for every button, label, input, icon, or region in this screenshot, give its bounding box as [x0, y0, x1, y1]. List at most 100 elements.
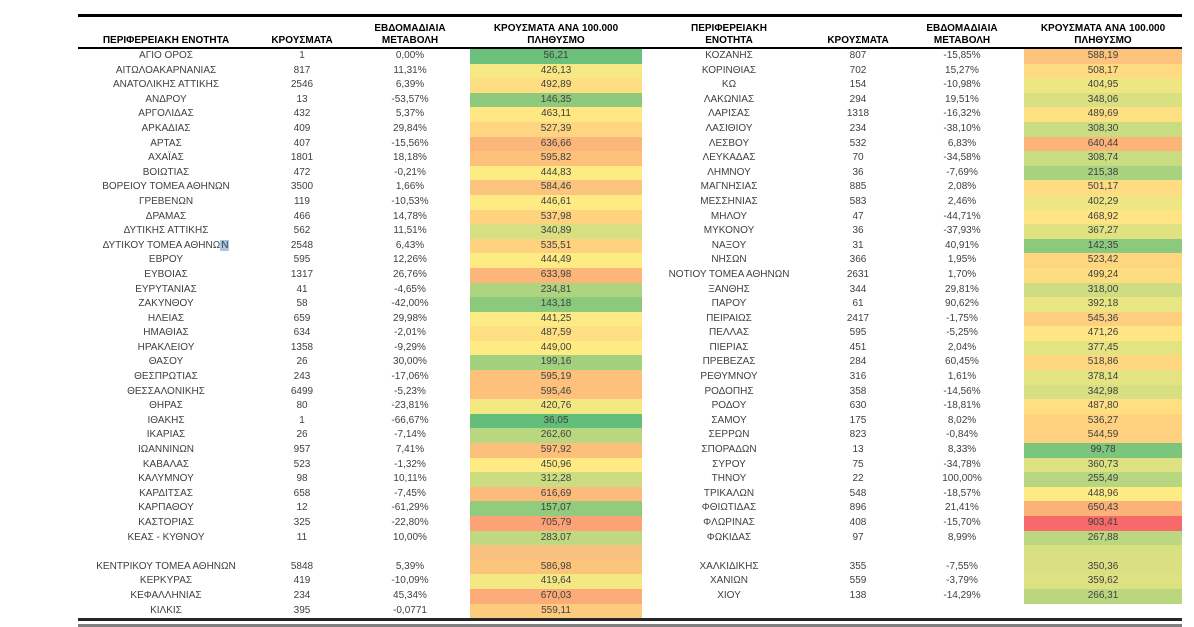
cell-cases[interactable]: 344 [849, 283, 867, 295]
cell-cases[interactable]: 1801 [290, 152, 314, 164]
cell-per-100k[interactable]: 640,44 [1024, 136, 1182, 152]
cell-region[interactable]: ΕΥΒΟΙΑΣ [144, 268, 188, 280]
cell-weekly-change[interactable]: -3,79% [946, 575, 978, 587]
cell-region[interactable]: ΧΑΝΙΩΝ [709, 575, 749, 587]
column-header-per-100k[interactable]: ΚΡΟΥΣΜΑΤΑ ΑΝΑ 100.000 ΠΛΗΘΥΣΜΟ [470, 15, 642, 49]
cell-cases[interactable]: 1 [299, 414, 305, 426]
cell-region[interactable]: ΡΟΔΟΠΗΣ [704, 385, 754, 397]
cell-region[interactable]: ΗΡΑΚΛΕΙΟΥ [137, 341, 195, 353]
cell-per-100k[interactable]: 508,17 [1024, 63, 1182, 79]
cell-per-100k[interactable]: 588,19 [1024, 48, 1182, 64]
cell-region[interactable]: ΝΗΣΩΝ [711, 254, 747, 266]
cell-per-100k[interactable]: 340,89 [470, 224, 642, 239]
cell-region[interactable]: ΚΑΛΥΜΝΟΥ [138, 473, 194, 485]
cell-weekly-change[interactable]: -15,56% [391, 137, 429, 149]
cell-weekly-change[interactable]: -1,75% [946, 312, 978, 324]
cell-weekly-change[interactable]: 12,26% [393, 254, 427, 266]
cell-weekly-change[interactable]: 1,61% [947, 371, 977, 383]
cell-per-100k[interactable]: 215,38 [1024, 165, 1182, 181]
cell-region[interactable]: ΒΟΡΕΙΟΥ ΤΟΜΕΑ ΑΘΗΝΩΝ [102, 181, 230, 193]
cell-cases[interactable] [816, 545, 900, 560]
cell-per-100k[interactable]: 142,35 [1024, 238, 1182, 254]
cell-weekly-change[interactable]: 21,41% [945, 502, 979, 514]
cell-per-100k[interactable]: 360,73 [1024, 457, 1182, 473]
cell-region[interactable] [78, 545, 254, 560]
cell-per-100k[interactable]: 402,29 [1024, 194, 1182, 210]
cell-region[interactable]: ΠΑΡΟΥ [711, 298, 747, 310]
cell-per-100k[interactable]: 492,89 [470, 78, 642, 93]
cell-cases[interactable]: 466 [293, 210, 311, 222]
cell-cases[interactable]: 70 [852, 152, 864, 164]
cell-per-100k[interactable]: 487,59 [470, 326, 642, 341]
cell-weekly-change[interactable]: 29,81% [945, 283, 979, 295]
cell-region[interactable]: ΛΑΣΙΘΙΟΥ [705, 122, 753, 134]
cell-cases[interactable]: 634 [293, 327, 311, 339]
cell-weekly-change[interactable]: -37,93% [943, 225, 981, 237]
cell-region[interactable]: ΛΑΡΙΣΑΣ [708, 108, 750, 120]
cell-region[interactable]: ΕΒΡΟΥ [148, 254, 184, 266]
cell-per-100k[interactable]: 56,21 [470, 48, 642, 64]
cell-weekly-change[interactable]: 6,83% [947, 137, 977, 149]
cell-cases[interactable]: 12 [296, 502, 308, 514]
cell-cases[interactable]: 11 [296, 531, 308, 543]
cell-weekly-change[interactable]: 5,39% [395, 560, 425, 572]
column-header-weekly-change[interactable]: ΕΒΔΟΜΑΔΙΑΙΑ ΜΕΤΑΒΟΛΗ [350, 15, 470, 49]
cell-region[interactable]: ΠΡΕΒΕΖΑΣ [702, 356, 756, 368]
cell-region[interactable]: ΗΛΕΙΑΣ [147, 312, 185, 324]
cell-cases[interactable]: 98 [296, 473, 308, 485]
cell-per-100k[interactable]: 584,46 [470, 180, 642, 195]
cell-per-100k[interactable]: 595,46 [470, 384, 642, 400]
cell-cases[interactable]: 119 [294, 195, 310, 207]
cell-weekly-change[interactable]: 10,11% [393, 473, 427, 485]
cell-per-100k[interactable]: 392,18 [1024, 297, 1182, 312]
cell-cases[interactable]: 451 [849, 341, 867, 353]
cell-cases[interactable] [816, 604, 900, 620]
cell-cases[interactable]: 807 [849, 50, 867, 61]
cell-per-100k[interactable]: 537,98 [470, 209, 642, 225]
cell-region[interactable]: ΝΟΤΙΟΥ ΤΟΜΕΑ ΑΘΗΝΩΝ [668, 268, 790, 280]
cell-cases[interactable]: 316 [849, 371, 867, 383]
cell-per-100k[interactable]: 157,07 [470, 501, 642, 516]
cell-cases[interactable]: 957 [293, 444, 311, 456]
cell-per-100k[interactable]: 595,19 [470, 370, 642, 385]
cell-cases[interactable]: 559 [849, 575, 867, 587]
cell-cases[interactable]: 659 [293, 312, 311, 324]
cell-region[interactable]: ΘΗΡΑΣ [149, 400, 183, 412]
cell-region[interactable]: ΚΟΡΙΝΘΙΑΣ [701, 64, 757, 76]
cell-weekly-change[interactable]: 6,43% [395, 239, 425, 251]
cell-region[interactable]: ΡΕΘΥΜΝΟΥ [700, 371, 758, 383]
cell-per-100k[interactable]: 489,69 [1024, 107, 1182, 122]
cell-region[interactable]: ΙΘΑΚΗΣ [147, 414, 185, 426]
cell-per-100k[interactable]: 318,00 [1024, 282, 1182, 298]
cell-weekly-change[interactable]: 29,84% [393, 122, 427, 134]
cell-region[interactable]: ΔΥΤΙΚΟΥ ΤΟΜΕΑ ΑΘΗΝΩΝ [102, 239, 230, 251]
cell-cases[interactable]: 31 [852, 239, 864, 251]
cell-region[interactable]: ΓΡΕΒΕΝΩΝ [138, 195, 194, 207]
cell-per-100k[interactable]: 597,92 [470, 443, 642, 458]
cell-weekly-change[interactable]: -7,14% [394, 429, 426, 441]
cell-region[interactable]: ΘΕΣΠΡΩΤΙΑΣ [134, 371, 198, 383]
cell-region[interactable]: ΧΙΟΥ [717, 589, 741, 601]
cell-cases[interactable]: 3500 [290, 181, 314, 193]
cell-region[interactable]: ΠΕΛΛΑΣ [708, 327, 750, 339]
cell-per-100k[interactable]: 350,36 [1024, 559, 1182, 575]
cell-per-100k[interactable] [1024, 604, 1182, 620]
cell-per-100k[interactable]: 444,83 [470, 165, 642, 181]
cell-per-100k[interactable]: 377,45 [1024, 340, 1182, 356]
cell-region[interactable]: ΙΩΑΝΝΙΝΩΝ [137, 444, 195, 456]
cell-cases[interactable]: 395 [293, 604, 311, 616]
cell-weekly-change[interactable]: -2,01% [394, 327, 426, 339]
cell-weekly-change[interactable]: -15,70% [943, 517, 981, 528]
cell-cases[interactable]: 154 [849, 79, 867, 91]
cell-weekly-change[interactable]: 11,31% [393, 64, 427, 76]
cell-cases[interactable]: 61 [852, 298, 864, 310]
cell-per-100k[interactable]: 36,05 [470, 413, 642, 429]
cell-per-100k[interactable]: 359,62 [1024, 574, 1182, 589]
cell-weekly-change[interactable]: -0,0771 [393, 604, 427, 616]
cell-per-100k[interactable]: 283,07 [470, 530, 642, 546]
cell-per-100k[interactable]: 234,81 [470, 282, 642, 298]
cell-weekly-change[interactable]: -38,10% [943, 122, 981, 134]
cell-cases[interactable]: 532 [849, 137, 867, 149]
cell-region[interactable]: ΤΗΝΟΥ [711, 473, 747, 485]
cell-weekly-change[interactable]: -15,85% [943, 50, 981, 61]
